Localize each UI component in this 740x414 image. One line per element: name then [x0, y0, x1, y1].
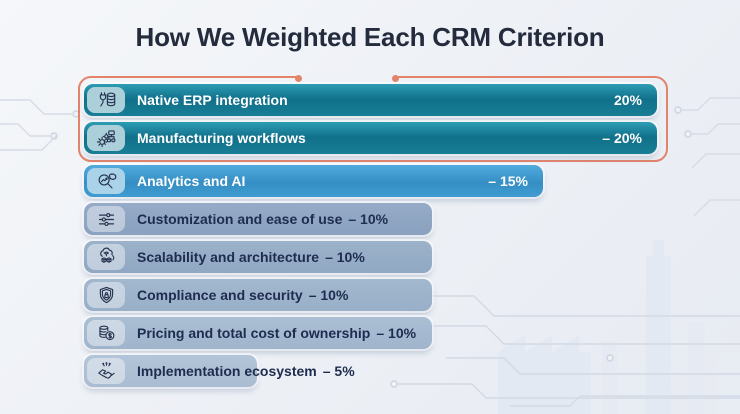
bar-row: Compliance and security – 10%: [84, 279, 432, 311]
manufacturing-workflows-icon: [87, 125, 125, 151]
bar-label: Analytics and AI: [137, 173, 246, 189]
bar-row: Analytics and AI – 15%: [84, 165, 543, 197]
bar-row: Manufacturing workflows – 20%: [84, 122, 657, 154]
bar-value: – 5%: [322, 363, 355, 379]
security-shield-icon: [87, 282, 125, 308]
customization-sliders-icon: [87, 206, 125, 232]
factory-skyline-decoration: [384, 240, 740, 414]
scalability-cloud-icon: [87, 244, 125, 270]
bar-row: Native ERP integration 20%: [84, 84, 657, 116]
circuit-traces-right-decoration: [674, 97, 740, 217]
bar-label: Pricing and total cost of ownership: [137, 325, 371, 341]
bar-value: – 10%: [308, 287, 349, 303]
bar-label: Implementation ecosystem: [137, 363, 317, 379]
bar-row: Customization and ease of use – 10%: [84, 203, 432, 235]
erp-integration-icon: [87, 87, 125, 113]
implementation-handshake-icon: [87, 358, 125, 384]
bar-value: – 10%: [348, 211, 389, 227]
highlight-dot-right: [392, 74, 399, 82]
bar-label: Native ERP integration: [137, 92, 288, 108]
bar-row: Scalability and architecture – 10%: [84, 241, 432, 273]
bar-value: 20%: [613, 92, 642, 108]
analytics-ai-icon: [87, 168, 125, 194]
bar-label: Customization and ease of use: [137, 211, 343, 227]
page-title: How We Weighted Each CRM Criterion: [135, 22, 605, 52]
bar-row: Implementation ecosystem – 5%: [84, 355, 355, 387]
bar-row: Pricing and total cost of ownership – 10%: [84, 317, 432, 349]
bar-label: Compliance and security: [137, 287, 303, 303]
bar-value: – 10%: [325, 249, 365, 265]
bar-value: – 20%: [602, 130, 642, 146]
highlight-dot-left: [295, 74, 302, 82]
bar-label: Manufacturing workflows: [137, 130, 306, 146]
bar-value: – 15%: [488, 173, 528, 189]
bar-value: – 10%: [376, 325, 417, 341]
bar-label: Scalability and architecture: [137, 249, 320, 265]
pricing-coins-icon: [87, 320, 125, 346]
highlight-box-top-gap: [300, 74, 394, 80]
